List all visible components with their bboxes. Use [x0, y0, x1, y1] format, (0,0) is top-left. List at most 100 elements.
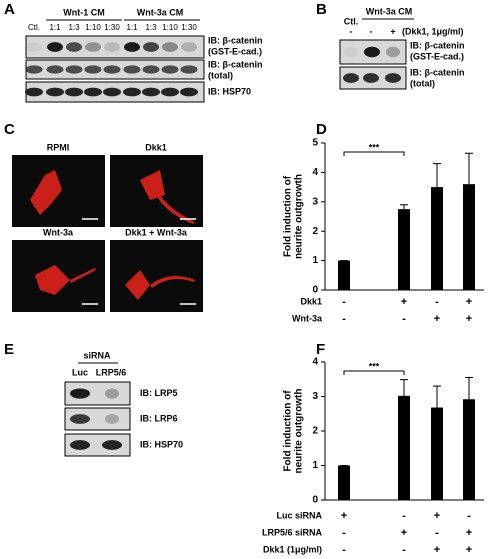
panel-label: C: [4, 121, 15, 138]
band: [180, 87, 198, 97]
condition-mark: -: [342, 527, 346, 539]
lane-label: 1:1: [49, 23, 61, 32]
blot-label: IB: β-catenin: [410, 67, 465, 77]
lane-label: 1:30: [181, 23, 197, 32]
significance-label: ***: [369, 142, 380, 152]
y-tick-label: 4: [312, 167, 318, 178]
group-label: Wnt-3a CM: [366, 6, 413, 16]
bar: [398, 395, 410, 500]
lane-label: 1:1: [126, 23, 138, 32]
lane-label: Ctl.: [344, 16, 359, 26]
band: [46, 65, 64, 74]
cell: [125, 270, 195, 300]
significance-bracket: [343, 370, 405, 375]
blot-label: (total): [410, 78, 435, 88]
y-tick-label: 2: [312, 226, 318, 237]
band: [143, 42, 159, 52]
blot: [25, 35, 205, 59]
cell: [30, 170, 62, 215]
lane-label: Ctl.: [28, 23, 40, 32]
band: [142, 65, 160, 74]
condition-label: Luc siRNA: [276, 510, 322, 520]
condition-mark: +: [434, 313, 440, 325]
error-bar: [400, 204, 408, 210]
blot-label: IB: β-catenin: [208, 59, 263, 69]
y-tick-label: 1: [312, 255, 318, 266]
panel-label: D: [316, 121, 327, 138]
blot-label: (total): [208, 70, 233, 80]
y-axis-label: neurite outgrowth: [294, 174, 305, 259]
condition-mark: +: [401, 296, 407, 308]
band: [25, 65, 43, 74]
y-tick-label: 3: [312, 391, 318, 402]
significance-bracket: [343, 151, 405, 156]
band: [66, 42, 82, 52]
y-tick-label: 4: [312, 357, 318, 368]
band: [84, 87, 102, 97]
band: [70, 388, 90, 399]
bar: [463, 184, 475, 290]
band: [123, 87, 141, 97]
band: [103, 65, 121, 74]
y-axis-label: Fold induction of: [283, 390, 294, 472]
bar: [398, 209, 410, 290]
band: [70, 440, 90, 450]
lane-label: 1:30: [104, 23, 120, 32]
error-bar: [433, 385, 441, 408]
blot: [64, 381, 131, 406]
condition-mark: -: [342, 296, 346, 308]
error-bar: [433, 163, 441, 188]
group-label: Wnt-1 CM: [63, 7, 105, 17]
image-label: Dkk1: [145, 142, 167, 152]
blot: [64, 433, 131, 457]
band: [124, 42, 140, 52]
panel-label: F: [316, 341, 325, 358]
condition-mark: +: [466, 527, 472, 539]
band: [103, 87, 121, 97]
band: [70, 414, 90, 424]
panel-label: E: [4, 341, 14, 358]
image-label: RPMI: [47, 142, 70, 152]
lane-label: +: [390, 26, 395, 36]
band: [142, 87, 160, 97]
y-tick-label: 3: [312, 196, 318, 207]
band: [26, 42, 42, 52]
blot-label: IB: LRP6: [140, 413, 178, 423]
condition-mark: -: [402, 313, 406, 325]
condition-label: Wnt-3a: [292, 313, 323, 323]
blot-label: IB: β-catenin: [208, 35, 263, 45]
band: [162, 42, 178, 52]
condition-mark: -: [435, 296, 439, 308]
lane-label: Luc: [72, 367, 88, 377]
band: [105, 388, 119, 399]
y-axis-label: neurite outgrowth: [294, 389, 305, 474]
y-tick-label: 5: [312, 138, 318, 149]
error-bar: [465, 152, 473, 185]
lane-label: 1:10: [162, 23, 178, 32]
y-axis-label: Fold induction of: [283, 175, 294, 257]
lane-label: LRP5/6: [96, 367, 127, 377]
band: [363, 73, 379, 83]
condition-mark: +: [466, 544, 472, 556]
blot-label: (GST-E-cad.): [208, 46, 262, 56]
band: [385, 73, 401, 83]
band: [85, 42, 101, 52]
bar: [338, 465, 350, 500]
micrograph: [110, 240, 203, 312]
condition-mark: +: [466, 296, 472, 308]
band: [181, 42, 197, 52]
band: [25, 87, 43, 97]
condition-mark: +: [341, 510, 347, 522]
condition-label: LRP5/6 siRNA: [262, 527, 323, 537]
condition-mark: -: [402, 510, 406, 522]
lane-label: 1:3: [68, 23, 80, 32]
condition-mark: +: [434, 510, 440, 522]
treatment-label: (Dkk1, 1μg/ml): [402, 26, 464, 36]
group-label: Wnt-3a CM: [137, 7, 184, 17]
band: [344, 46, 358, 58]
blot-label: IB: β-catenin: [410, 40, 465, 50]
bar: [431, 407, 443, 500]
band: [180, 65, 198, 74]
panel-label: A: [4, 1, 15, 18]
